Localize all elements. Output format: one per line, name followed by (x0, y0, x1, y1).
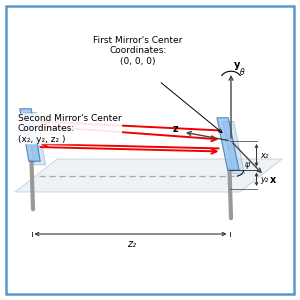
FancyBboxPatch shape (6, 6, 294, 294)
Polygon shape (25, 112, 46, 165)
Text: θ: θ (239, 68, 244, 77)
Text: y₂: y₂ (260, 175, 269, 184)
Polygon shape (222, 121, 244, 174)
Text: ψ: ψ (244, 160, 250, 169)
Text: Second Mirror's Center
Coordinates:
(x₂, y₂, z₂ ): Second Mirror's Center Coordinates: (x₂,… (18, 114, 122, 144)
Text: z₂: z₂ (128, 239, 136, 249)
Text: x: x (270, 175, 276, 185)
Text: y: y (234, 59, 240, 70)
Text: z: z (173, 124, 178, 134)
Polygon shape (20, 109, 40, 161)
Polygon shape (15, 159, 282, 192)
Polygon shape (217, 118, 239, 170)
Text: First Mirror's Center
Coordinates:
(0, 0, 0): First Mirror's Center Coordinates: (0, 0… (93, 36, 183, 66)
Text: x₂: x₂ (260, 151, 269, 160)
